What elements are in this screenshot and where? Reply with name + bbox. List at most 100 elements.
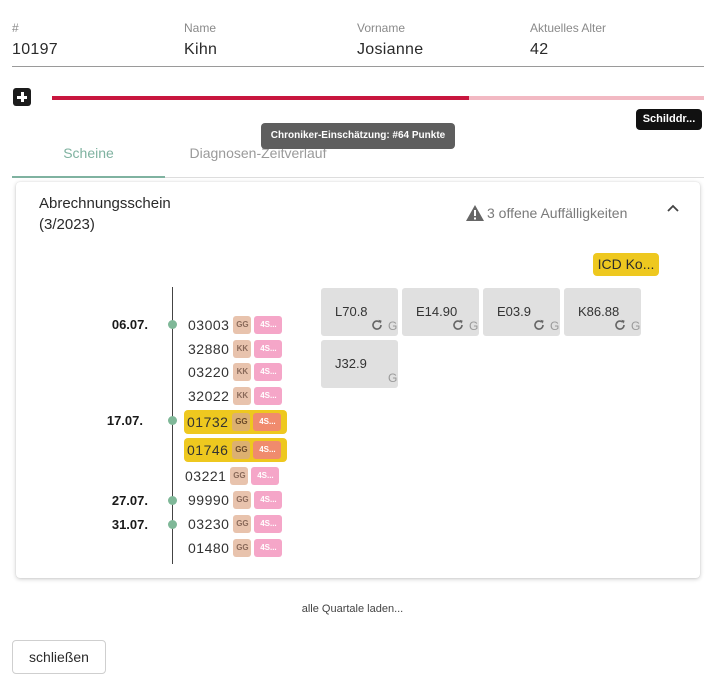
close-button[interactable]: schließen <box>12 640 106 674</box>
tag-kasse: KK <box>233 363 252 381</box>
timeline-date: 17.07. <box>106 413 143 428</box>
gop-code: 03003 <box>188 317 230 333</box>
timeline-line <box>172 287 173 564</box>
tag-status: 4S... <box>254 316 283 334</box>
name-value: Kihn <box>184 41 218 58</box>
patient-id-field: # 10197 <box>12 20 58 59</box>
diagnosis-chip[interactable]: J32.9 G <box>321 340 398 388</box>
gop-code: 01746 <box>187 442 229 458</box>
gop-code: 01480 <box>188 540 230 556</box>
diagnosis-code: E03.9 <box>497 304 531 319</box>
diagnosis-chip[interactable]: E14.90 G <box>402 288 479 336</box>
tag-kasse: GG <box>232 413 251 431</box>
tab-scheine[interactable]: Scheine <box>12 136 165 178</box>
patient-fields: # 10197 Name Kihn Vorname Josianne Aktue… <box>12 20 704 67</box>
diagnosis-code: J32.9 <box>335 356 367 371</box>
refresh-icon[interactable] <box>613 318 627 332</box>
timeline-entry[interactable]: 03220 KK 4S... <box>188 362 285 382</box>
refresh-icon[interactable] <box>451 318 465 332</box>
tab-bar: Scheine Diagnosen-Zeitverlauf <box>12 136 704 178</box>
first-name-field: Vorname Josianne <box>357 20 423 59</box>
gop-code: 99990 <box>188 492 230 508</box>
age-value: 42 <box>530 41 549 58</box>
diagnosis-certainty: G <box>388 371 398 385</box>
diagnosis-chip[interactable]: L70.8 G <box>321 288 398 336</box>
timeline-entry-highlighted[interactable]: 01746 GG 4S... <box>184 438 288 462</box>
diagnosis-chip[interactable]: K86.88 G <box>564 288 641 336</box>
chroniker-progress-fill <box>52 96 470 100</box>
tag-status: 4S... <box>254 363 283 381</box>
timeline-entry[interactable]: 32880 KK 4S... <box>188 339 285 359</box>
warnings-summary[interactable]: 3 offene Auffälligkeiten <box>465 203 627 223</box>
abrechnungsschein-card: Abrechnungsschein (3/2023) 3 offene Auff… <box>16 182 700 578</box>
diagnosis-code: E14.90 <box>416 304 458 319</box>
first-name-label: Vorname <box>357 21 406 35</box>
gop-code: 03220 <box>188 364 230 380</box>
refresh-icon[interactable] <box>532 318 546 332</box>
tab-diagnosen-zeitverlauf[interactable]: Diagnosen-Zeitverlauf <box>189 145 327 161</box>
tag-kasse: KK <box>233 340 252 358</box>
tag-status: 4S... <box>254 491 283 509</box>
name-label: Name <box>184 21 217 35</box>
age-field: Aktuelles Alter 42 <box>530 20 606 59</box>
first-name-value: Josianne <box>357 41 424 58</box>
tag-kasse: GG <box>233 316 252 334</box>
timeline-entry[interactable]: 03003 GG 4S... <box>188 315 285 335</box>
tag-kasse: GG <box>233 515 252 533</box>
patient-id-label: # <box>12 21 19 35</box>
load-all-quarters-link[interactable]: alle Quartale laden... <box>301 603 404 615</box>
timeline-dot <box>168 416 177 425</box>
timeline-dot <box>168 496 177 505</box>
timeline-date: 27.07. <box>111 493 148 508</box>
timeline-entry[interactable]: 03230 GG 4S... <box>188 514 285 534</box>
add-icon[interactable] <box>13 88 31 106</box>
tag-status: 4S... <box>254 515 283 533</box>
refresh-icon[interactable] <box>370 318 384 332</box>
timeline-date: 31.07. <box>111 517 148 532</box>
timeline-entry-highlighted[interactable]: 01732 GG 4S... <box>184 410 288 434</box>
diagnosis-code: K86.88 <box>578 304 620 319</box>
tag-status: 4S... <box>251 467 280 485</box>
gop-code: 32880 <box>188 341 230 357</box>
diagnosis-certainty: G <box>550 319 560 333</box>
tag-status: 4S... <box>254 539 283 557</box>
diagnosis-chip[interactable]: E03.9 G <box>483 288 560 336</box>
icd-kodierung-button[interactable]: ICD Ko... <box>593 253 659 276</box>
chroniker-progress-bar <box>52 96 704 100</box>
schilddruese-button[interactable]: Schilddr... <box>636 109 702 130</box>
diagnosis-code: L70.8 <box>335 304 368 319</box>
timeline-entry[interactable]: 32022 KK 4S... <box>188 386 285 406</box>
diagnosis-certainty: G <box>631 319 641 333</box>
diagnosis-certainty: G <box>469 319 479 333</box>
warnings-text: 3 offene Auffälligkeiten <box>487 205 628 221</box>
timeline-dot <box>168 320 177 329</box>
gop-code: 01732 <box>187 414 229 430</box>
timeline-date: 06.07. <box>111 317 148 332</box>
chevron-up-icon[interactable] <box>666 202 680 216</box>
tag-status: 4S... <box>253 413 282 431</box>
tag-kasse: GG <box>232 441 251 459</box>
card-subtitle: (3/2023) <box>39 216 95 233</box>
timeline-entry[interactable]: 01480 GG 4S... <box>188 538 285 558</box>
warning-icon <box>466 205 484 221</box>
gop-code: 32022 <box>188 388 230 404</box>
tag-kasse: GG <box>233 491 252 509</box>
tag-status: 4S... <box>254 340 283 358</box>
card-title-text: Abrechnungsschein <box>39 195 171 212</box>
tag-kasse: KK <box>233 387 252 405</box>
age-label: Aktuelles Alter <box>530 21 607 35</box>
gop-code: 03221 <box>185 468 227 484</box>
chroniker-tooltip: Chroniker-Einschätzung: #64 Punkte <box>261 123 455 149</box>
name-field: Name Kihn <box>184 20 217 59</box>
tag-status: 4S... <box>253 441 282 459</box>
timeline-entry[interactable]: 99990 GG 4S... <box>188 490 285 510</box>
gop-code: 03230 <box>188 516 230 532</box>
tag-kasse: GG <box>233 539 252 557</box>
timeline-entry[interactable]: 03221 GG 4S... <box>185 466 282 486</box>
tag-status: 4S... <box>254 387 283 405</box>
diagnosis-certainty: G <box>388 319 398 333</box>
card-title: Abrechnungsschein (3/2023) <box>39 193 171 235</box>
tag-kasse: GG <box>230 467 249 485</box>
timeline-dot <box>168 520 177 529</box>
patient-id-value: 10197 <box>12 41 58 58</box>
